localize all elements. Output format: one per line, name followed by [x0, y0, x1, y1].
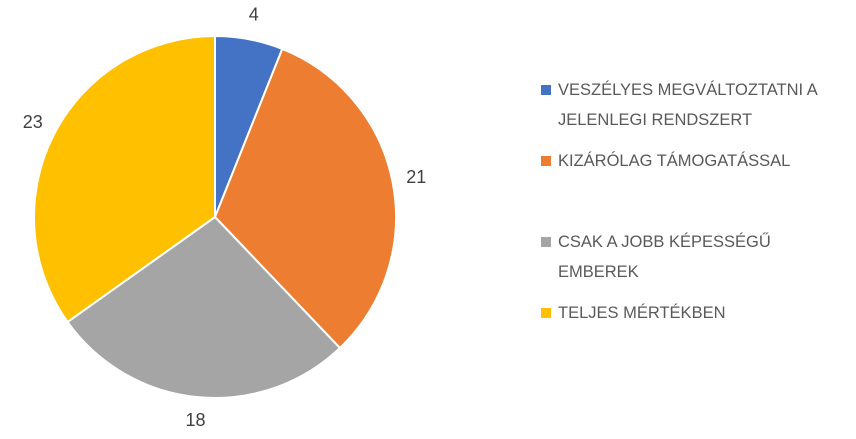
legend-item: KIZÁRÓLAG TÁMOGATÁSSAL: [541, 146, 851, 176]
data-label: 23: [23, 112, 43, 132]
data-label: 18: [185, 410, 205, 430]
legend-item: CSAK A JOBB KÉPESSÉGŰ EMBEREK: [541, 227, 851, 287]
legend-swatch: [541, 85, 551, 95]
legend-swatch: [541, 308, 551, 318]
legend-item: VESZÉLYES MEGVÁLTOZTATNI A JELENLEGI REN…: [541, 75, 851, 135]
pie-slice: [213, 47, 397, 350]
legend-item: TELJES MÉRTÉKBEN: [541, 298, 851, 328]
legend-label: CSAK A JOBB KÉPESSÉGŰ EMBEREK: [558, 233, 771, 281]
data-label: 21: [406, 167, 426, 187]
legend-label: VESZÉLYES MEGVÁLTOZTATNI A JELENLEGI REN…: [558, 81, 817, 129]
pie-slice: [33, 34, 216, 324]
legend-swatch: [541, 237, 551, 247]
legend-swatch: [541, 156, 551, 166]
pie-slice: [66, 215, 342, 399]
legend-label: KIZÁRÓLAG TÁMOGATÁSSAL: [558, 152, 791, 170]
data-label: 4: [249, 4, 259, 24]
legend-label: TELJES MÉRTÉKBEN: [558, 304, 726, 322]
